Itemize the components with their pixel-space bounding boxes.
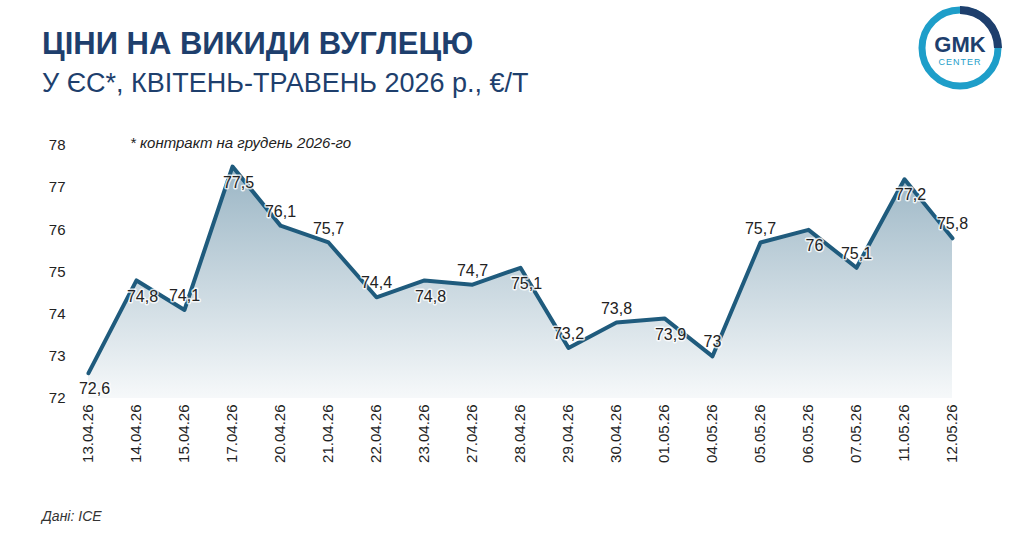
svg-text:75,7: 75,7 (745, 220, 776, 237)
svg-text:72,6: 72,6 (79, 380, 110, 397)
svg-text:74,8: 74,8 (415, 288, 446, 305)
svg-text:73,2: 73,2 (553, 325, 584, 342)
svg-text:73,8: 73,8 (601, 300, 632, 317)
html-text:Дані: ICE: Дані: ICE (42, 508, 102, 524)
svg-text:77,2: 77,2 (895, 186, 926, 203)
svg-text:05.05.26: 05.05.26 (751, 405, 768, 463)
svg-text:73,9: 73,9 (655, 326, 686, 343)
svg-text:06.05.26: 06.05.26 (799, 405, 816, 463)
svg-text:23.04.26: 23.04.26 (415, 405, 432, 463)
svg-text:74,4: 74,4 (361, 274, 392, 291)
svg-text:74,8: 74,8 (127, 288, 158, 305)
svg-text:77: 77 (49, 178, 66, 195)
html-text:У ЄС*, КВІТЕНЬ-ТРАВЕНЬ 2026 р.: У ЄС*, КВІТЕНЬ-ТРАВЕНЬ 2026 р., €/Т (42, 68, 529, 98)
html-text:* контракт на грудень 2026-го: * контракт на грудень 2026-го (130, 134, 351, 151)
svg-text:14.04.26: 14.04.26 (127, 405, 144, 463)
svg-text:13.04.26: 13.04.26 (79, 405, 96, 463)
svg-text:75,7: 75,7 (313, 220, 344, 237)
svg-text:11.05.26: 11.05.26 (895, 405, 912, 462)
svg-text:74,1: 74,1 (169, 287, 200, 304)
svg-text:22.04.26: 22.04.26 (367, 405, 384, 463)
svg-text:74,7: 74,7 (457, 262, 488, 279)
svg-text:30.04.26: 30.04.26 (607, 405, 624, 463)
svg-text:76,1: 76,1 (265, 203, 296, 220)
svg-text:77,5: 77,5 (223, 174, 254, 191)
svg-text:01.05.26: 01.05.26 (655, 405, 672, 463)
svg-text:GMK: GMK (934, 32, 985, 57)
svg-text:72: 72 (49, 389, 66, 406)
svg-text:78: 78 (49, 136, 66, 153)
svg-text:75,1: 75,1 (511, 275, 542, 292)
svg-text:73: 73 (49, 347, 66, 364)
html-text:ЦІНИ НА ВИКИДИ ВУГЛЕЦЮ: ЦІНИ НА ВИКИДИ ВУГЛЕЦЮ (42, 26, 474, 61)
svg-text:21.04.26: 21.04.26 (319, 405, 336, 463)
svg-text:04.05.26: 04.05.26 (703, 405, 720, 463)
svg-text:CENTER: CENTER (938, 57, 981, 67)
svg-text:75,1: 75,1 (841, 245, 872, 262)
svg-text:12.05.26: 12.05.26 (943, 405, 960, 463)
svg-text:17.04.26: 17.04.26 (223, 405, 240, 463)
svg-text:75,8: 75,8 (937, 215, 968, 232)
svg-text:27.04.26: 27.04.26 (463, 405, 480, 463)
svg-text:76: 76 (49, 221, 66, 238)
svg-text:07.05.26: 07.05.26 (847, 405, 864, 463)
svg-text:20.04.26: 20.04.26 (271, 405, 288, 463)
svg-text:29.04.26: 29.04.26 (559, 405, 576, 463)
svg-text:76: 76 (806, 237, 824, 254)
svg-text:28.04.26: 28.04.26 (511, 405, 528, 463)
svg-text:74: 74 (49, 305, 66, 322)
svg-text:75: 75 (49, 263, 66, 280)
svg-text:73: 73 (704, 333, 722, 350)
svg-text:15.04.26: 15.04.26 (175, 405, 192, 463)
